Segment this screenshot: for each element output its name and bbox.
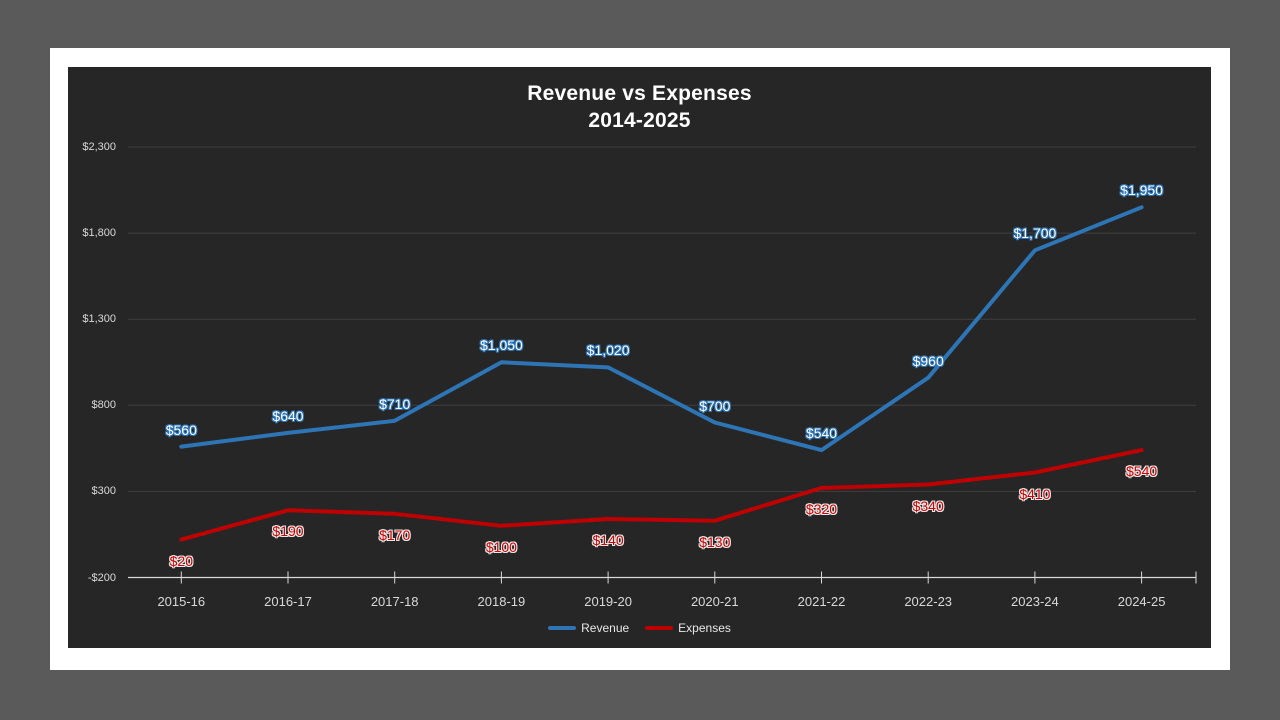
expenses-data-label: $340 (912, 497, 944, 514)
revenue-line (179, 205, 1144, 453)
expenses-line-swatch-icon (645, 626, 674, 630)
revenue-data-label: $1,020 (586, 342, 630, 359)
expenses-data-label: $130 (699, 533, 731, 550)
revenue-data-label: $710 (379, 395, 411, 412)
y-axis-tick-label: $1,300 (82, 313, 116, 326)
chart-title-line1: Revenue vs Expenses (527, 82, 752, 105)
expenses-data-label: $410 (1019, 485, 1051, 502)
y-axis-tick-label: $2,300 (82, 141, 116, 153)
plot-area (128, 146, 1197, 584)
x-axis-tick-label: 2021-22 (797, 594, 846, 609)
revenue-data-label: $700 (699, 397, 731, 414)
x-axis-tick-label: 2019-20 (584, 594, 632, 609)
x-axis-tick-label: 2023-24 (1011, 594, 1059, 609)
legend: Revenue Expenses (68, 619, 1211, 637)
expenses-data-label: $170 (379, 526, 411, 543)
legend-item-revenue: Revenue (548, 621, 629, 635)
y-axis-tick-label: $300 (91, 485, 116, 498)
revenue-data-label: $560 (165, 421, 197, 438)
legend-label-expenses: Expenses (678, 621, 731, 635)
revenue-line-swatch-icon (548, 626, 577, 630)
x-axis-tick-label: 2020-21 (690, 594, 739, 609)
revenue-data-label: $1,050 (479, 337, 523, 354)
expenses-data-label: $20 (169, 552, 193, 569)
y-axis-tick-label: -$200 (87, 571, 116, 584)
legend-item-expenses: Expenses (645, 621, 731, 635)
chart-area: Revenue vs Expenses 2014-2025 $2,300 $1,8… (68, 67, 1211, 648)
revenue-data-label: $1,950 (1120, 182, 1164, 199)
x-axis-tick-label: 2016-17 (264, 594, 312, 609)
revenue-data-label: $1,700 (1013, 225, 1057, 242)
revenue-data-label: $640 (272, 407, 304, 424)
revenue-data-label: $540 (805, 425, 838, 442)
chart-title: Revenue vs Expenses 2014-2025 (68, 80, 1211, 134)
y-axis-tick-label: $1,800 (82, 227, 116, 240)
legend-label-revenue: Revenue (581, 621, 630, 635)
slide: Revenue vs Expenses 2014-2025 $2,300 $1,8… (50, 48, 1230, 670)
x-axis-tick-label: 2017-18 (370, 594, 419, 609)
expenses-data-label: $140 (592, 532, 624, 548)
x-axis-tick-label: 2022-23 (904, 594, 953, 609)
y-axis-tick-label: $800 (91, 399, 116, 412)
expenses-data-label: $320 (805, 501, 838, 517)
expenses-line (179, 448, 1144, 542)
revenue-data-label: $960 (912, 352, 944, 369)
expenses-data-label: $190 (272, 523, 304, 540)
expenses-data-label: $540 (1126, 463, 1158, 480)
x-axis-tick-label: 2018-19 (477, 594, 526, 609)
chart-title-line2: 2014-2025 (588, 109, 691, 132)
expenses-data-label: $100 (485, 538, 517, 555)
x-axis-tick-label: 2015-16 (157, 594, 206, 609)
x-axis-tick-label: 2024-25 (1117, 594, 1166, 609)
